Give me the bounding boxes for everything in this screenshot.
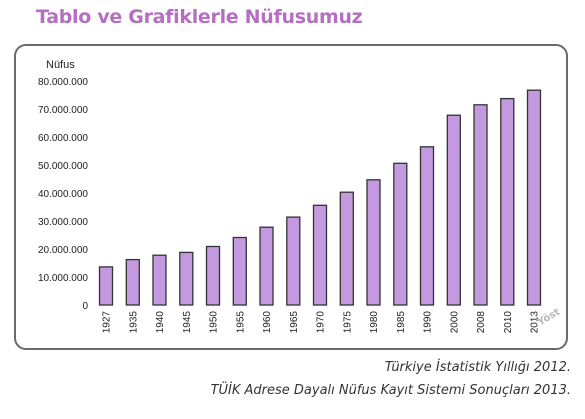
x-tick-label: 1935	[128, 311, 139, 334]
x-tick-label: 1980	[369, 311, 380, 334]
bar-2013	[526, 89, 542, 306]
y-tick-label: 70.000.000	[38, 105, 88, 116]
bar-2008	[473, 104, 488, 306]
source-address-registration: TÜİK Adrese Dayalı Nüfus Kayıt Sistemi S…	[210, 383, 571, 398]
bar-1990	[419, 146, 435, 306]
x-tick-label: 1975	[342, 311, 353, 334]
x-tick-label: 1970	[316, 311, 327, 334]
bar-1960	[259, 226, 274, 306]
y-tick-label: 30.000.000	[38, 217, 88, 228]
bar-1935	[125, 258, 140, 306]
x-tick-label: 1990	[423, 311, 434, 334]
y-axis-label: Nüfus	[46, 59, 75, 71]
bar-1965	[286, 216, 301, 306]
y-tick-label: 50.000.000	[38, 161, 88, 172]
y-tick-label: 10.000.000	[38, 273, 88, 284]
bar-1927	[98, 266, 114, 306]
x-tick-label: 1960	[262, 311, 273, 334]
bar-1980	[366, 179, 381, 306]
x-tick-label: 1945	[182, 311, 193, 334]
x-tick-label: 1985	[396, 311, 407, 334]
x-tick-label: 2013	[530, 311, 541, 334]
bar-2000	[446, 114, 461, 306]
y-tick-label: 20.000.000	[38, 245, 88, 256]
source-statistics-yearbook: Türkiye İstatistik Yıllığı 2012.	[384, 360, 571, 375]
x-tick-label: 2000	[449, 311, 460, 334]
bar-1970	[312, 204, 328, 306]
bar-2010	[500, 97, 515, 306]
population-bar-chart: Nüfus 0 10.000.000 20.000.000 30.000.000 40.…	[38, 59, 542, 334]
bar-1975	[339, 191, 354, 306]
x-tick-label: 2010	[503, 311, 514, 334]
y-tick-label: 0	[82, 301, 88, 312]
y-tick-label: 40.000.000	[38, 189, 88, 200]
x-tick-label: 1940	[155, 311, 166, 334]
bar-1985	[393, 162, 408, 306]
x-tick-label: 2008	[476, 311, 487, 334]
x-tick-label: 1950	[209, 311, 220, 334]
x-tick-label: 1955	[235, 311, 246, 334]
bars	[98, 89, 542, 306]
x-tick-label: 1927	[102, 311, 113, 334]
y-tick-label: 60.000.000	[38, 133, 88, 144]
x-tick-labels: 1927 1935 1940 1945 1950 1955 1960 1965 1970 1975…	[102, 311, 541, 334]
y-tick-labels: 0 10.000.000 20.000.000 30.000.000 40.000.00…	[38, 77, 89, 312]
bar-1955	[232, 236, 247, 306]
bar-1945	[179, 251, 194, 306]
bar-1940	[152, 254, 167, 306]
chart-frame: Nüfus 0 10.000.000 20.000.000 30.000.000 40.…	[14, 44, 568, 350]
bar-1950	[205, 245, 221, 306]
y-tick-label: 80.000.000	[38, 77, 88, 88]
page-title: Tablo ve Grafiklerle Nüfusumuz	[36, 6, 363, 28]
x-tick-label: 1965	[289, 311, 300, 334]
